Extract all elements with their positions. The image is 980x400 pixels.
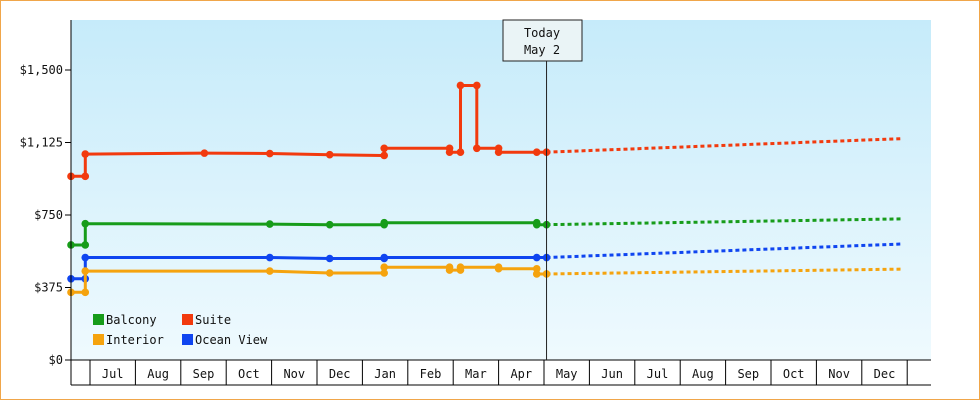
legend-swatch [182,314,193,325]
data-point [265,220,274,228]
data-point [380,144,388,153]
data-point [473,144,481,153]
data-point [494,264,503,273]
x-tick-label: Dec [874,367,896,381]
data-point [532,253,541,262]
data-point [380,269,388,277]
legend-swatch [93,334,104,345]
data-point [532,220,541,229]
data-point [265,253,274,262]
data-point [532,264,541,273]
legend-label: Balcony [106,313,157,327]
today-date: May 2 [524,43,560,57]
x-tick-label: Oct [783,367,805,381]
data-point [380,253,388,262]
x-tick-label: Sep [193,367,215,381]
x-tick-label: Dec [329,367,351,381]
x-axis: Jul Aug Sep Oct Nov Dec Jan Feb Mar Apr May Jun Jul A… [71,360,931,386]
x-tick-label: Jan [374,367,396,381]
legend-label: Interior [106,333,164,347]
data-point [325,269,334,277]
x-tick-label: Oct [238,367,260,381]
y-tick-label: $1,125 [20,136,63,150]
data-point [81,267,90,275]
data-point [81,150,90,158]
x-tick-label: Nov [283,367,305,381]
data-point [81,288,90,297]
data-point [380,151,388,160]
data-point [200,149,209,157]
data-point [532,148,541,156]
data-point [456,148,465,156]
legend-label: Suite [195,313,231,327]
forecast-line [546,137,902,154]
data-point [325,150,334,159]
x-tick-label: May [556,367,578,381]
x-tick-label: Apr [510,367,532,381]
legend: Balcony Suite Interior Ocean View [93,313,268,347]
data-point [325,220,334,229]
series-balcony [67,217,902,249]
data-point [81,241,90,249]
forecast-line [546,242,902,260]
forecast-line [546,217,902,227]
x-tick-label: Nov [828,367,850,381]
x-tick-label: Mar [465,367,487,381]
data-point [445,266,454,274]
data-point [325,254,334,263]
data-point [456,81,465,90]
data-point [265,267,274,275]
x-tick-label: Jul [102,367,124,381]
legend-label: Ocean View [195,333,268,347]
data-point [473,81,481,90]
today-marker: Today May 2 [502,19,583,360]
legend-swatch [182,334,193,345]
series-interior [67,263,902,297]
data-point [265,149,274,158]
data-point [380,263,388,272]
y-axis-ticks: $0 $375 $750 $1,125 $1,500 [20,63,71,367]
plot-background [71,20,931,360]
data-point [494,148,503,156]
x-tick-label: Jul [647,367,669,381]
series-suite [67,81,902,181]
y-tick-label: $0 [49,353,63,367]
series-layer [67,81,902,297]
data-point [81,172,90,181]
y-tick-label: $1,500 [20,63,63,77]
data-point [81,219,90,228]
today-label: Today [524,26,560,40]
x-tick-label: Sep [737,367,759,381]
x-tick-label: Jun [601,367,623,381]
today-box [502,19,583,62]
forecast-line [546,267,902,276]
x-tick-label: Aug [692,367,714,381]
data-point [380,218,388,227]
y-tick-label: $375 [34,281,63,295]
data-point [532,270,541,278]
legend-swatch [93,314,104,325]
data-point [81,253,90,262]
data-point [445,148,454,156]
x-tick-label: Feb [420,367,442,381]
data-point [456,263,465,272]
y-tick-label: $750 [34,208,63,222]
x-tick-label: Aug [147,367,169,381]
